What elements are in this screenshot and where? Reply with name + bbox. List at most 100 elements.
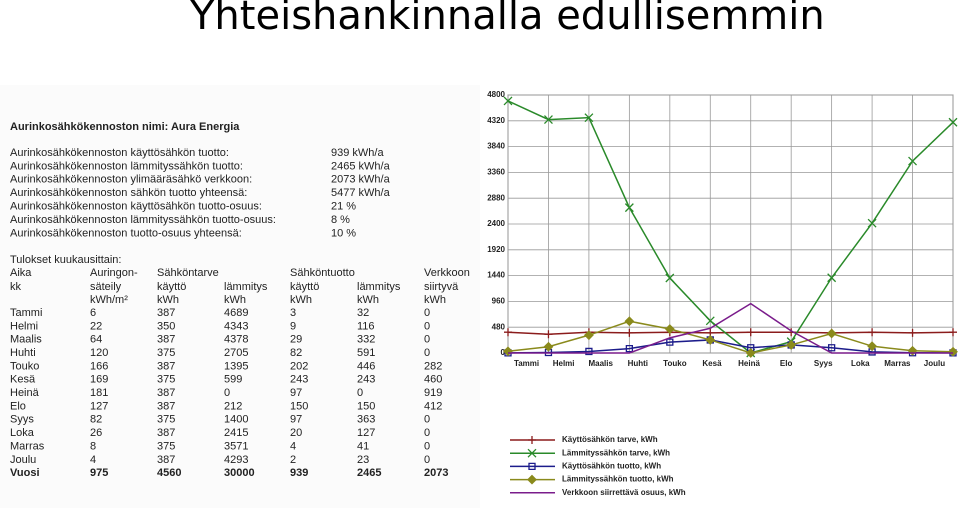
x-tick-label: Joulu [924,359,945,368]
marker [827,344,836,352]
table-cell: 0 [424,334,430,346]
summary-value: 939 kWh/a [331,147,384,159]
table-cell: Helmi [10,320,38,332]
table-cell: 29 [290,334,302,346]
table-cell: 446 [357,360,375,372]
table-cell: 202 [290,360,308,372]
marker [624,316,635,327]
y-tick-label: 960 [492,297,506,306]
marker [908,328,917,337]
summary-value: 2073 kWh/a [331,174,391,186]
marker [786,340,797,350]
table-cell: 9 [290,320,296,332]
marker [747,344,755,352]
table-cell: 3 [290,307,296,319]
total-cell: 4560 [157,467,181,479]
header-cell: Sähköntuotto [290,267,355,279]
summary-value: 5477 kWh/a [331,187,391,199]
table-cell: 0 [424,440,430,452]
y-tick-label: 1440 [487,271,505,280]
summary-label: Aurinkosähkökennoston tuotto-osuus yhtee… [10,227,242,239]
table-cell: 0 [424,414,430,426]
table-cell: 282 [424,360,442,372]
y-tick-label: 0 [501,348,506,357]
table-cell: 41 [357,440,369,452]
table-cell: 32 [357,307,369,319]
marker [543,341,554,352]
header-cell: kWh [290,294,312,306]
marker [867,341,878,352]
total-cell: 2073 [424,467,448,479]
series-line [507,320,954,354]
x-tick-label: Maalis [588,359,613,368]
marker [868,328,877,337]
summary-value: 2465 kWh/a [331,160,391,172]
y-tick-label: 3360 [487,168,505,177]
table-cell: 64 [90,334,102,346]
table-cell: Heinä [10,387,40,399]
table-cell: 0 [424,347,430,359]
total-cell: 939 [290,467,308,479]
marker [745,348,756,358]
table-cell: Elo [10,400,26,412]
table-cell: 4689 [224,307,248,319]
table-caption: Tulokset kuukausittain: [10,254,121,266]
marker [544,330,553,339]
table-cell: 387 [157,454,175,466]
table-cell: 169 [90,374,108,386]
table-cell: 82 [290,347,302,359]
table-cell: 3571 [224,440,248,452]
table-cell: Huhti [10,347,36,359]
marker [584,113,594,123]
header-cell: käyttö [290,281,319,293]
marker [948,346,958,357]
x-tick-label: Elo [780,359,793,368]
table-cell: 20 [290,427,302,439]
table-cell: 919 [424,387,442,399]
summary-label: Aurinkosähkökennoston käyttösähkön tuott… [10,201,262,213]
series-line [507,331,954,335]
table-cell: 97 [290,387,302,399]
table-cell: 375 [157,414,175,426]
table-cell: 181 [90,387,108,399]
table-cell: Loka [10,427,35,439]
table-cell: 387 [157,387,175,399]
marker [746,328,755,337]
marker [528,436,536,444]
total-cell: 2465 [357,467,381,479]
marker [665,273,675,283]
x-tick-label: Syys [814,359,833,368]
summary-label: Aurinkosähkökennoston lämmityssähkön tuo… [10,160,243,172]
table-cell: 375 [157,347,175,359]
series-line [507,100,954,354]
table-cell: 4293 [224,454,248,466]
table-cell: 4343 [224,320,248,332]
marker [624,203,634,213]
table-cell: 243 [290,374,308,386]
table-cell: 166 [90,360,108,372]
table-cell: 116 [357,320,375,332]
table-cell: 127 [90,400,108,412]
marker [908,156,918,166]
table-cell: 2415 [224,427,248,439]
table-cell: 0 [424,307,430,319]
table-cell: 2705 [224,347,248,359]
x-tick-label: Helmi [553,359,575,368]
total-cell: Vuosi [10,467,40,479]
summary-label: Aurinkosähkökennoston käyttösähkön tuott… [10,147,229,159]
marker [867,218,877,228]
x-tick-label: Loka [851,359,870,368]
header-cell: kWh [424,294,446,306]
table-cell: Syys [10,414,34,426]
header-cell: käyttö [157,281,186,293]
table-cell: 375 [157,374,175,386]
header-cell: Auringon- [90,267,138,279]
marker [504,328,512,337]
table-cell: 120 [90,347,108,359]
marker [527,474,537,485]
header-cell: kk [10,281,22,293]
table-cell: 350 [157,320,175,332]
table-cell: 2 [290,454,296,466]
table-cell: 212 [224,400,242,412]
